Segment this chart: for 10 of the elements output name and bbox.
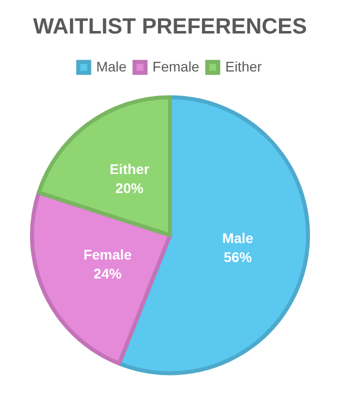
- data-label: 56%: [224, 248, 252, 265]
- legend-label: Male: [96, 58, 127, 74]
- legend-label: Either: [225, 58, 262, 74]
- slice-label: Male: [222, 230, 254, 246]
- slice-label: Either: [110, 161, 150, 178]
- chart-title: WAITLIST PREFERENCES: [33, 13, 307, 38]
- data-label: 24%: [94, 265, 122, 282]
- data-label: 20%: [115, 180, 144, 196]
- legend-label: Female: [152, 58, 200, 74]
- slice-label: Female: [83, 246, 132, 262]
